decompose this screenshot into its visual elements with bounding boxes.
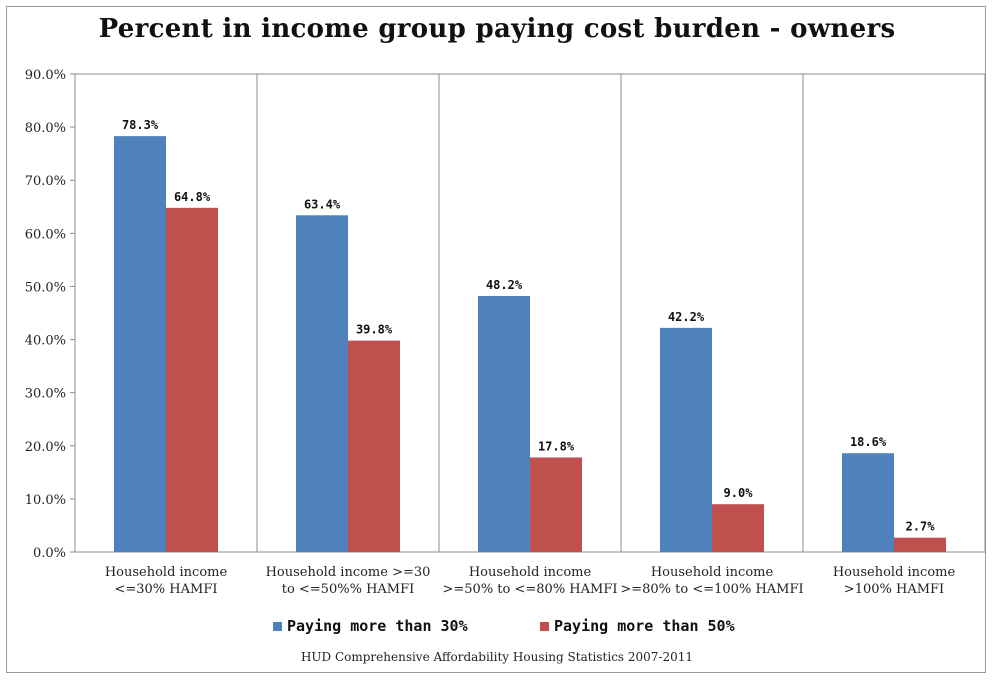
- category-label: Household income: [833, 565, 956, 580]
- bar: [166, 207, 218, 552]
- category-label: to <=50%% HAMFI: [282, 582, 415, 597]
- y-tick-label: 80.0%: [25, 121, 66, 136]
- data-label: 18.6%: [850, 435, 887, 449]
- bar: [842, 453, 894, 552]
- y-tick-label: 40.0%: [25, 334, 66, 349]
- data-label: 17.8%: [538, 439, 575, 453]
- chart-title: Percent in income group paying cost burd…: [98, 14, 896, 44]
- y-tick-label: 60.0%: [25, 227, 66, 242]
- category-label: >=50% to <=80% HAMFI: [443, 582, 618, 597]
- bar: [114, 136, 166, 552]
- category-label: <=30% HAMFI: [114, 582, 217, 597]
- y-tick-label: 10.0%: [25, 493, 66, 508]
- legend-label: Paying more than 50%: [554, 617, 735, 635]
- y-tick-label: 20.0%: [25, 440, 66, 455]
- y-tick-label: 50.0%: [25, 280, 66, 295]
- data-label: 64.8%: [174, 190, 211, 204]
- data-label: 42.2%: [668, 310, 705, 324]
- y-tick-label: 70.0%: [25, 174, 66, 189]
- category-label: Household income: [469, 565, 592, 580]
- data-label: 9.0%: [724, 486, 754, 500]
- category-label: Household income: [651, 565, 774, 580]
- bar: [894, 537, 946, 552]
- data-label: 2.7%: [906, 520, 936, 534]
- bar: [712, 504, 764, 552]
- category-label: >100% HAMFI: [844, 582, 944, 597]
- bar: [530, 457, 582, 552]
- legend-swatch: [540, 622, 549, 631]
- data-label: 48.2%: [486, 278, 523, 292]
- data-label: 63.4%: [304, 197, 341, 211]
- bar: [660, 327, 712, 552]
- category-label: >=80% to <=100% HAMFI: [620, 582, 803, 597]
- bar: [296, 215, 348, 552]
- source-note: HUD Comprehensive Affordability Housing …: [300, 650, 694, 664]
- y-tick-label: 30.0%: [25, 387, 66, 402]
- category-label: Household income: [105, 565, 228, 580]
- bar: [478, 296, 530, 552]
- data-label: 78.3%: [122, 118, 159, 132]
- data-label: 39.8%: [356, 323, 393, 337]
- bar: [348, 340, 400, 552]
- legend-swatch: [273, 622, 282, 631]
- category-label: Household income >=30: [266, 565, 431, 580]
- y-tick-label: 90.0%: [25, 68, 66, 83]
- y-tick-label: 0.0%: [33, 546, 66, 561]
- legend-label: Paying more than 30%: [287, 617, 468, 635]
